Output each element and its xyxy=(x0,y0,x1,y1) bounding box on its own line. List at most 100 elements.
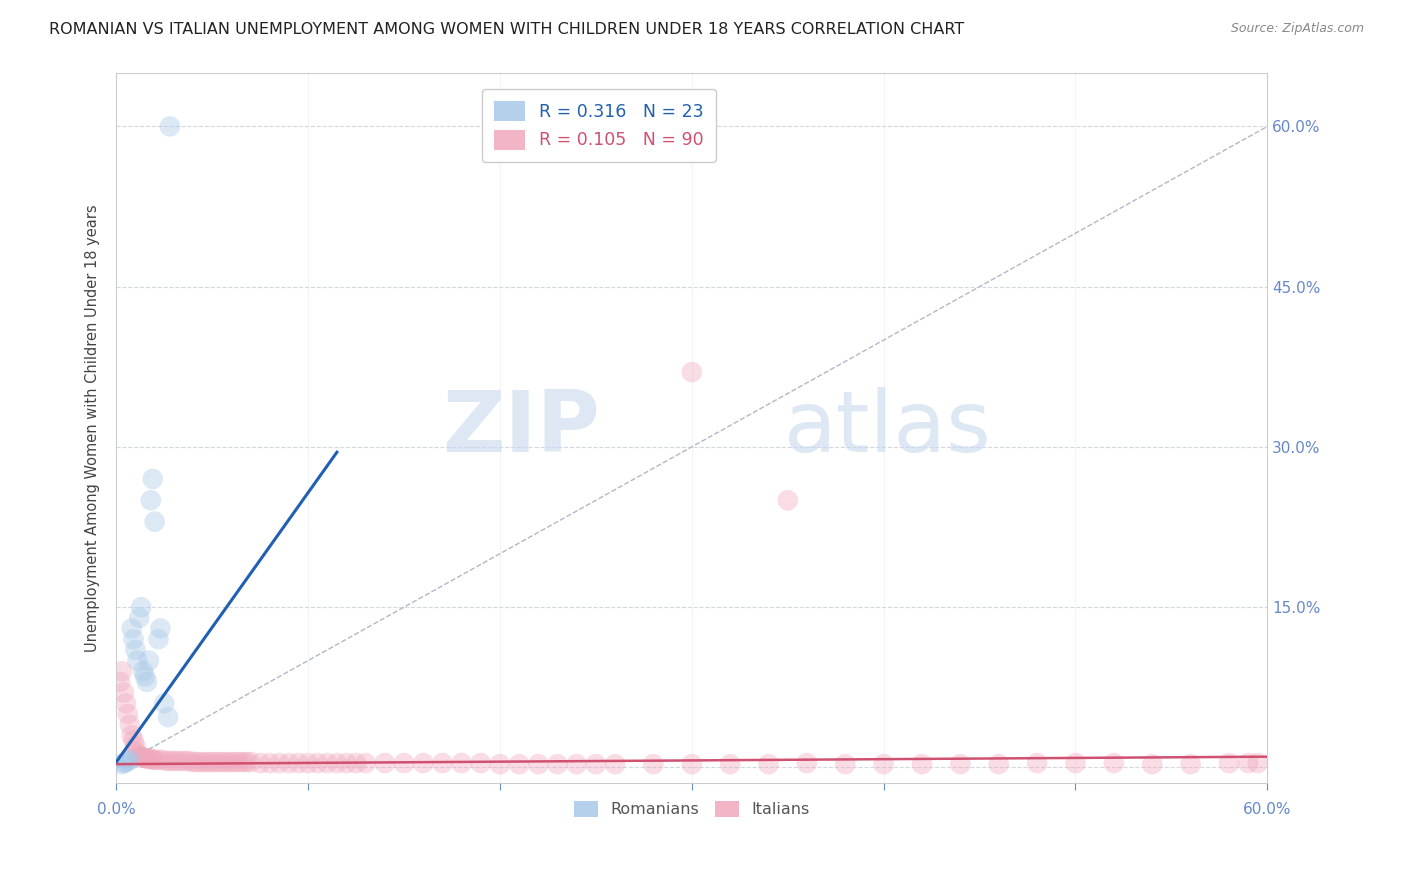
Point xyxy=(163,754,186,768)
Point xyxy=(155,754,177,768)
Point xyxy=(121,728,143,742)
Point xyxy=(118,717,141,731)
Point xyxy=(872,757,894,772)
Point xyxy=(139,752,162,766)
Point xyxy=(217,755,239,769)
Point xyxy=(718,757,741,772)
Point xyxy=(508,757,530,772)
Point xyxy=(115,755,138,769)
Point xyxy=(1247,756,1270,770)
Point xyxy=(297,756,319,770)
Point xyxy=(111,757,134,772)
Point xyxy=(239,755,262,769)
Point xyxy=(108,674,131,689)
Point xyxy=(796,756,818,770)
Point xyxy=(585,757,607,772)
Point xyxy=(412,756,434,770)
Point xyxy=(134,750,156,764)
Point xyxy=(142,753,165,767)
Point xyxy=(987,757,1010,772)
Point xyxy=(115,696,138,710)
Point xyxy=(277,756,299,770)
Text: atlas: atlas xyxy=(785,387,991,470)
Point xyxy=(111,664,134,678)
Point xyxy=(124,739,146,753)
Point xyxy=(112,685,135,699)
Point xyxy=(170,754,193,768)
Point xyxy=(150,753,173,767)
Point xyxy=(139,493,162,508)
Point xyxy=(643,757,665,772)
Point xyxy=(1180,757,1202,772)
Point xyxy=(547,757,569,772)
Point xyxy=(335,756,357,770)
Point xyxy=(307,756,329,770)
Point xyxy=(122,632,145,647)
Text: 60.0%: 60.0% xyxy=(1243,802,1292,817)
Point xyxy=(205,755,228,769)
Point xyxy=(201,755,224,769)
Point xyxy=(450,756,472,770)
Point xyxy=(259,756,281,770)
Point xyxy=(235,755,257,769)
Text: ROMANIAN VS ITALIAN UNEMPLOYMENT AMONG WOMEN WITH CHILDREN UNDER 18 YEARS CORREL: ROMANIAN VS ITALIAN UNEMPLOYMENT AMONG W… xyxy=(49,22,965,37)
Point xyxy=(1102,756,1125,770)
Point xyxy=(489,757,512,772)
Point xyxy=(143,753,166,767)
Point xyxy=(432,756,454,770)
Point xyxy=(127,654,149,668)
Point xyxy=(186,755,208,769)
Point xyxy=(128,749,150,764)
Point xyxy=(142,472,165,486)
Point xyxy=(221,755,243,769)
Point xyxy=(136,752,159,766)
Point xyxy=(134,669,156,683)
Point xyxy=(527,757,550,772)
Point xyxy=(681,757,703,772)
Point xyxy=(112,756,135,770)
Point xyxy=(326,756,349,770)
Point xyxy=(128,611,150,625)
Text: ZIP: ZIP xyxy=(441,387,600,470)
Point xyxy=(197,755,219,769)
Point xyxy=(124,744,146,758)
Point xyxy=(603,757,626,772)
Point xyxy=(122,733,145,747)
Point xyxy=(681,365,703,379)
Point xyxy=(232,755,254,769)
Point xyxy=(392,756,415,770)
Point xyxy=(470,756,492,770)
Point xyxy=(287,756,309,770)
Point xyxy=(132,664,155,678)
Point xyxy=(1064,756,1087,770)
Point xyxy=(127,747,149,762)
Point xyxy=(354,756,377,770)
Point xyxy=(132,750,155,764)
Y-axis label: Unemployment Among Women with Children Under 18 years: Unemployment Among Women with Children U… xyxy=(86,204,100,652)
Point xyxy=(159,120,181,134)
Point xyxy=(249,756,271,770)
Point xyxy=(181,755,204,769)
Point xyxy=(565,757,588,772)
Point xyxy=(138,752,160,766)
Point xyxy=(153,696,176,710)
Point xyxy=(1026,756,1049,770)
Point xyxy=(949,757,972,772)
Point xyxy=(159,754,181,768)
Point xyxy=(166,754,188,768)
Point xyxy=(344,756,367,770)
Point xyxy=(1142,757,1164,772)
Point xyxy=(758,757,780,772)
Point xyxy=(228,755,250,769)
Point xyxy=(129,749,152,764)
Point xyxy=(269,756,291,770)
Point xyxy=(121,622,143,636)
Point xyxy=(117,706,139,721)
Point xyxy=(212,755,235,769)
Point xyxy=(179,754,201,768)
Point xyxy=(776,493,799,508)
Point xyxy=(149,622,172,636)
Point xyxy=(193,755,215,769)
Point xyxy=(117,754,139,768)
Point xyxy=(834,757,856,772)
